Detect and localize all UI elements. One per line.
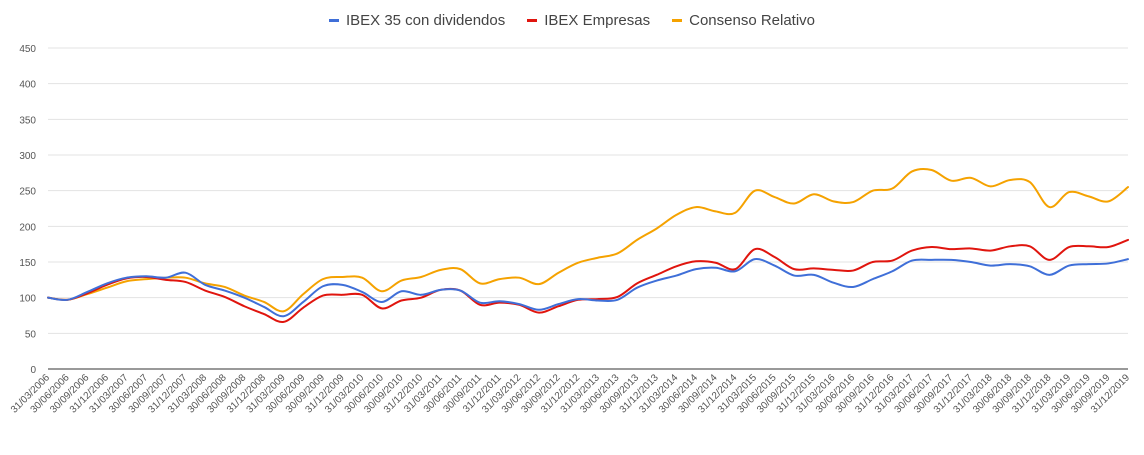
legend-swatch [527, 19, 538, 22]
y-tick-label: 450 [19, 44, 36, 55]
series-line [47, 238, 1129, 323]
legend-swatch [672, 19, 683, 22]
y-tick-label: 400 [19, 80, 36, 91]
y-tick-label: 50 [25, 329, 37, 340]
y-tick-label: 350 [19, 115, 36, 126]
y-tick-label: 200 [19, 222, 36, 233]
series-lines [47, 167, 1129, 323]
y-tick-label: 0 [30, 365, 36, 376]
gridlines [48, 47, 1128, 370]
y-tick-label: 300 [19, 151, 36, 162]
series-line [47, 258, 1129, 318]
y-tick-label: 100 [19, 294, 36, 305]
legend: IBEX 35 con dividendos IBEX Empresas Conse… [0, 12, 1144, 29]
legend-item: IBEX Empresas [527, 12, 650, 29]
y-tick-label: 250 [19, 187, 36, 198]
series-line [47, 167, 1129, 313]
legend-swatch [328, 19, 339, 22]
legend-item: IBEX 35 con dividendos [328, 12, 506, 29]
y-tick-label: 150 [19, 258, 36, 269]
legend-label: Consenso Relativo [689, 12, 816, 29]
x-axis-tick-labels: 31/03/200630/06/200630/09/200631/12/2006… [9, 372, 1132, 415]
legend-item: Consenso Relativo [672, 12, 815, 29]
legend-label: IBEX Empresas [544, 12, 651, 29]
legend-label: IBEX 35 con dividendos [345, 12, 506, 29]
y-axis-tick-labels: 0 50 100 150 200 250 300 350 400 450 [19, 44, 36, 376]
